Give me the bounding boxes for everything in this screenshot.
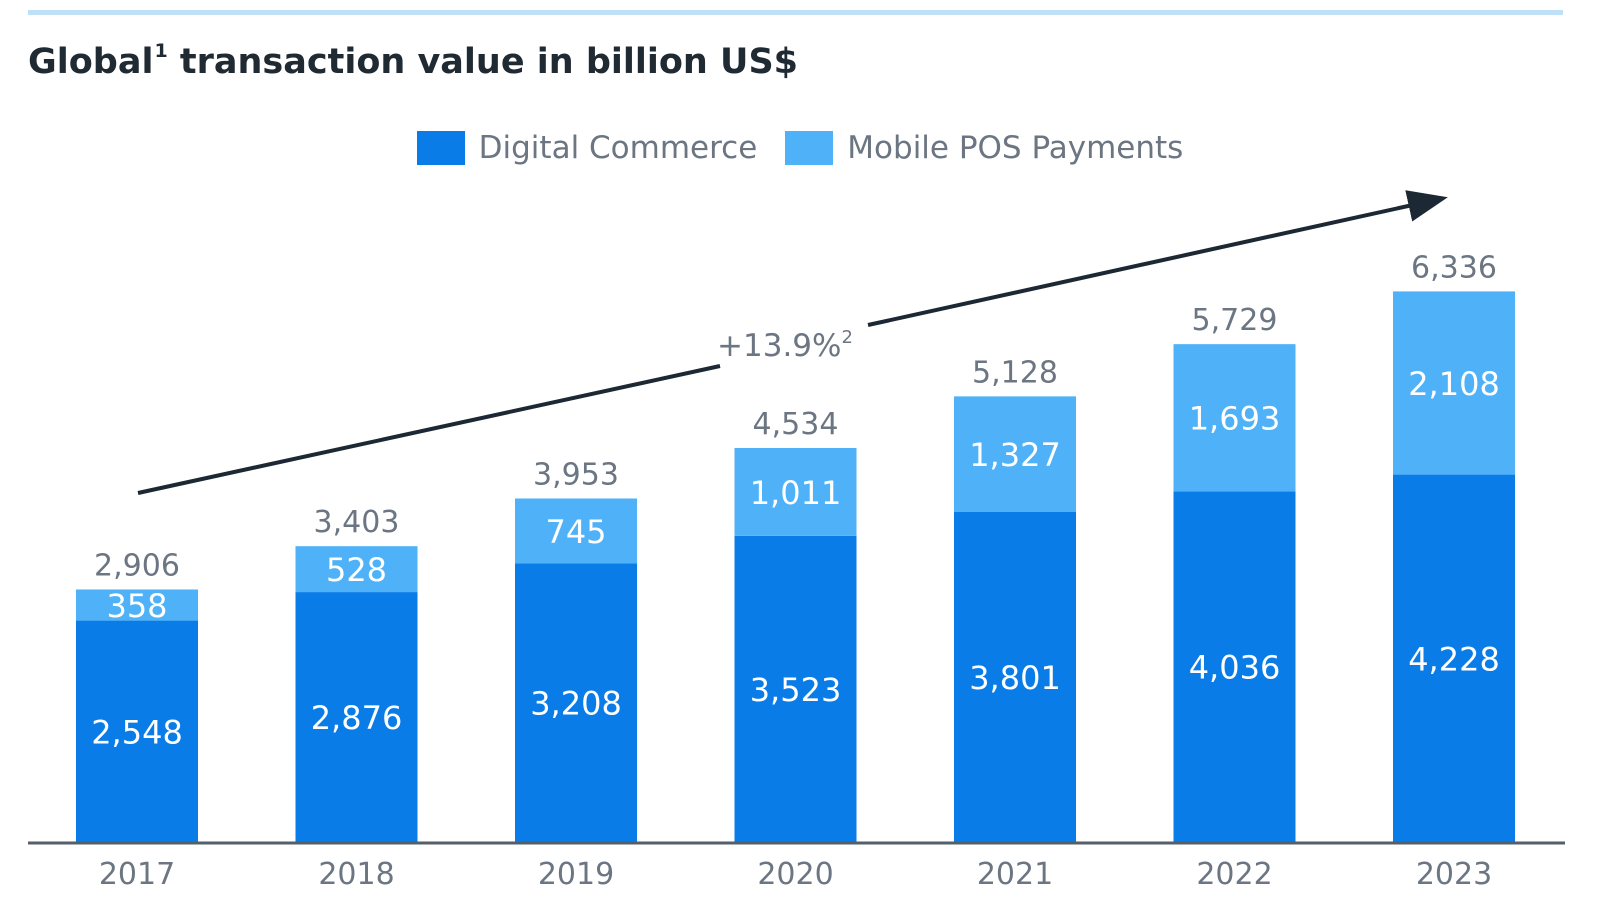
label-total-2023: 6,336 bbox=[1411, 250, 1497, 285]
bar-mobile-pos-2019 bbox=[515, 498, 637, 564]
x-tick-label-2021: 2021 bbox=[977, 857, 1053, 892]
legend-item-mobile-pos: Mobile POS Payments bbox=[785, 130, 1183, 166]
legend-swatch-mobile-pos bbox=[785, 131, 834, 165]
growth-arrow bbox=[867, 190, 1448, 327]
chart-title-rest: transaction value in billion US$ bbox=[167, 42, 799, 82]
label-mobile-pos-2019: 745 bbox=[545, 513, 606, 551]
label-mobile-pos-2023: 2,108 bbox=[1408, 365, 1500, 403]
label-mobile-pos-2017: 358 bbox=[106, 587, 167, 625]
bar-digital-commerce-2022 bbox=[1173, 491, 1296, 842]
cagr-footnote: 2 bbox=[842, 327, 853, 348]
cagr-annotation: +13.9%2 bbox=[717, 327, 853, 364]
label-total-2017: 2,906 bbox=[94, 548, 180, 583]
bar-mobile-pos-2020 bbox=[734, 447, 857, 536]
label-digital-commerce-2018: 2,876 bbox=[311, 699, 403, 737]
bar-digital-commerce-2021 bbox=[954, 511, 1076, 842]
legend-item-digital-commerce: Digital Commerce bbox=[416, 130, 758, 166]
x-tick-label-2023: 2023 bbox=[1416, 857, 1492, 892]
legend-label-mobile-pos: Mobile POS Payments bbox=[847, 130, 1184, 166]
x-tick-label-2019: 2019 bbox=[538, 857, 614, 892]
bar-mobile-pos-2023 bbox=[1393, 291, 1515, 475]
label-total-2020: 4,534 bbox=[753, 407, 839, 442]
label-digital-commerce-2020: 3,523 bbox=[750, 671, 842, 709]
bar-digital-commerce-2017 bbox=[76, 620, 198, 842]
legend-swatch-digital-commerce bbox=[416, 131, 465, 165]
label-digital-commerce-2021: 3,801 bbox=[969, 659, 1061, 697]
x-tick-label-2022: 2022 bbox=[1196, 857, 1272, 892]
chart-title-footnote: 1 bbox=[154, 40, 168, 62]
bar-digital-commerce-2020 bbox=[734, 535, 857, 842]
label-digital-commerce-2017: 2,548 bbox=[91, 713, 183, 751]
label-mobile-pos-2018: 528 bbox=[326, 551, 387, 589]
label-digital-commerce-2023: 4,228 bbox=[1408, 640, 1500, 678]
bar-mobile-pos-2017 bbox=[76, 589, 198, 621]
x-tick-label-2020: 2020 bbox=[757, 857, 833, 892]
bar-mobile-pos-2018 bbox=[295, 546, 418, 593]
bar-digital-commerce-2018 bbox=[295, 592, 418, 842]
chart-title-main: Global bbox=[28, 42, 154, 82]
x-tick-label-2017: 2017 bbox=[99, 857, 175, 892]
legend-label-digital-commerce: Digital Commerce bbox=[478, 130, 758, 166]
label-digital-commerce-2022: 4,036 bbox=[1189, 649, 1281, 687]
label-mobile-pos-2020: 1,011 bbox=[750, 474, 842, 512]
bar-mobile-pos-2022 bbox=[1173, 344, 1296, 492]
chart-legend: Digital Commerce Mobile POS Payments bbox=[0, 130, 1600, 166]
chart-title: Global1 transaction value in billion US$ bbox=[28, 40, 798, 82]
label-total-2019: 3,953 bbox=[533, 457, 619, 492]
top-divider bbox=[28, 10, 1563, 15]
growth-arrow-segment-left bbox=[137, 364, 721, 495]
label-total-2018: 3,403 bbox=[314, 505, 400, 540]
bar-digital-commerce-2023 bbox=[1393, 474, 1515, 842]
x-tick-label-2018: 2018 bbox=[318, 857, 394, 892]
label-mobile-pos-2021: 1,327 bbox=[969, 436, 1061, 474]
label-mobile-pos-2022: 1,693 bbox=[1189, 400, 1281, 438]
label-digital-commerce-2019: 3,208 bbox=[530, 685, 622, 723]
bar-mobile-pos-2021 bbox=[954, 396, 1076, 512]
bar-digital-commerce-2019 bbox=[515, 563, 637, 842]
label-total-2021: 5,128 bbox=[972, 355, 1058, 390]
label-total-2022: 5,729 bbox=[1192, 303, 1278, 338]
